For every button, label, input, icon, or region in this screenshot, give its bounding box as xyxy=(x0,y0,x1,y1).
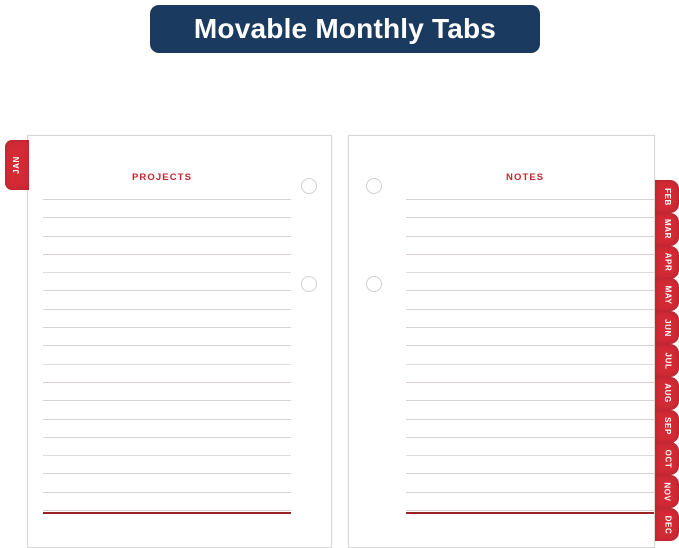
rule-line xyxy=(406,235,654,237)
rule-line xyxy=(406,308,654,310)
rule-line xyxy=(43,199,291,200)
punch-hole-icon xyxy=(301,178,317,194)
month-tab-jul[interactable]: JUL xyxy=(655,344,679,377)
month-tab-label: FEB xyxy=(663,187,672,206)
rule-line xyxy=(43,363,291,365)
rule-line xyxy=(406,381,654,383)
rule-line xyxy=(406,510,654,512)
month-tab-nov[interactable]: NOV xyxy=(655,475,679,509)
month-tab-label: AUG xyxy=(662,383,672,404)
month-tab-label: JUN xyxy=(663,318,672,337)
month-tab-apr[interactable]: APR xyxy=(655,245,679,279)
rule-line xyxy=(43,400,291,402)
rule-line xyxy=(406,345,654,347)
rule-line xyxy=(406,491,654,493)
rule-line xyxy=(43,308,291,310)
rule-line xyxy=(406,455,654,457)
punch-hole-icon xyxy=(301,276,317,292)
projects-page-title: PROJECTS xyxy=(132,172,193,183)
rule-line xyxy=(406,199,654,200)
rule-line xyxy=(406,436,654,438)
month-tab-label: JUL xyxy=(662,352,672,369)
rule-line xyxy=(406,363,654,365)
month-tab-label: JAN xyxy=(12,156,21,174)
rule-line xyxy=(43,235,291,237)
rule-line xyxy=(406,327,654,329)
month-tab-jan[interactable]: JAN xyxy=(5,140,29,190)
notes-bottom-rule xyxy=(406,512,654,515)
projects-page: PROJECTS xyxy=(27,135,332,548)
month-tab-label: MAR xyxy=(663,219,672,240)
rule-line xyxy=(43,327,291,329)
rule-line xyxy=(406,272,654,274)
month-tab-label: OCT xyxy=(663,449,672,469)
month-tab-dec[interactable]: DEC xyxy=(655,508,679,541)
rule-line xyxy=(406,217,654,219)
rule-line xyxy=(406,418,654,420)
page-title: Movable Monthly Tabs xyxy=(193,13,497,44)
month-tab-mar[interactable]: MAR xyxy=(655,212,679,246)
notes-ruled-lines xyxy=(406,199,654,528)
month-tab-feb[interactable]: FEB xyxy=(655,180,679,213)
rule-line xyxy=(43,253,291,255)
punch-hole-icon xyxy=(366,276,382,292)
rule-line xyxy=(406,290,654,292)
rule-line xyxy=(43,473,291,475)
month-tab-jun[interactable]: JUN xyxy=(655,311,679,345)
projects-bottom-rule xyxy=(43,512,291,515)
rule-line xyxy=(43,455,291,457)
rule-line xyxy=(406,400,654,402)
month-tab-label: MAY xyxy=(663,285,672,305)
rule-line xyxy=(43,491,291,493)
punch-hole-icon xyxy=(366,178,382,194)
rule-line xyxy=(43,381,291,383)
rule-line xyxy=(43,217,291,219)
month-tab-may[interactable]: MAY xyxy=(655,278,679,312)
notes-page-title: NOTES xyxy=(506,172,545,183)
rule-line xyxy=(43,290,291,292)
banner: Movable Monthly Tabs xyxy=(150,5,540,53)
projects-ruled-lines xyxy=(43,199,291,528)
rule-line xyxy=(43,418,291,420)
month-tab-label: APR xyxy=(662,252,672,272)
rule-line xyxy=(406,473,654,475)
month-tab-oct[interactable]: OCT xyxy=(655,442,679,476)
rule-line xyxy=(43,436,291,438)
rule-line xyxy=(406,253,654,255)
month-tab-label: DEC xyxy=(662,515,672,534)
month-tab-aug[interactable]: AUG xyxy=(655,376,679,410)
notes-page: NOTES xyxy=(348,135,655,548)
rule-line xyxy=(43,345,291,347)
rule-line xyxy=(43,510,291,512)
month-tab-label: SEP xyxy=(663,417,672,435)
rule-line xyxy=(43,272,291,274)
month-tab-sep[interactable]: SEP xyxy=(655,409,679,443)
month-tab-label: NOV xyxy=(662,482,672,502)
